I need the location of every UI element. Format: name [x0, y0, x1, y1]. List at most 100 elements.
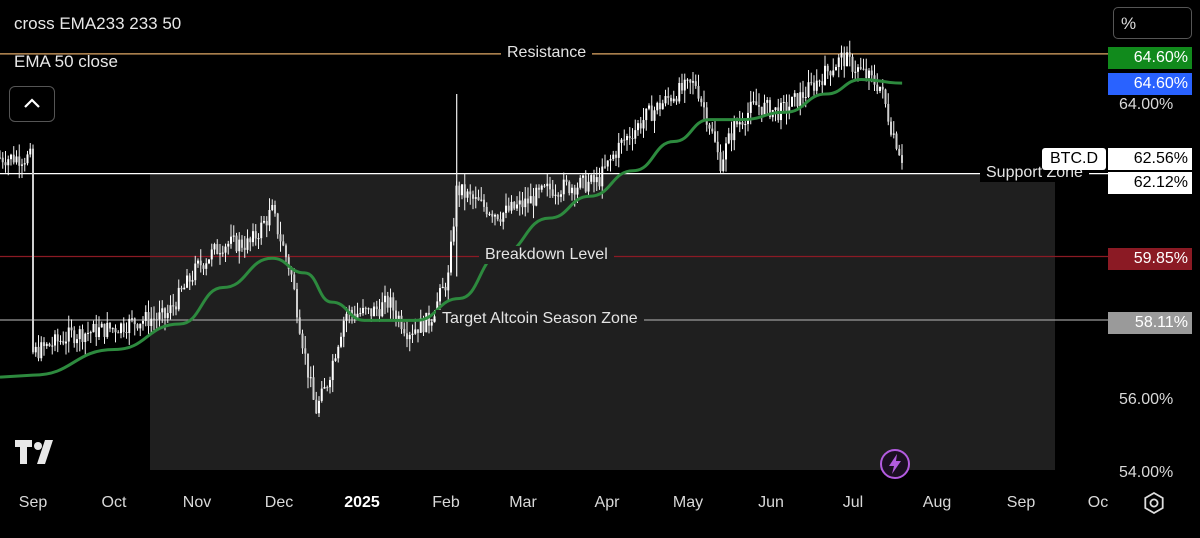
candle [76, 334, 78, 352]
candle [48, 342, 51, 347]
candle [375, 300, 378, 317]
candle [675, 95, 678, 105]
candle [672, 90, 675, 104]
candle [609, 154, 612, 172]
candle [884, 88, 887, 108]
collapse-legend-button[interactable] [9, 86, 55, 122]
candle [697, 74, 700, 102]
price-candles [0, 40, 903, 418]
candle [56, 328, 59, 353]
candle [551, 179, 554, 198]
x-tick-label: Jun [758, 494, 784, 511]
candle [645, 108, 648, 131]
candle [62, 331, 65, 346]
candle [199, 249, 202, 273]
candle [268, 198, 271, 232]
candle [529, 183, 532, 204]
candle [120, 322, 122, 339]
x-tick-label: Oct [101, 494, 127, 511]
candle [584, 170, 587, 194]
candle [637, 119, 639, 136]
candle [210, 243, 213, 267]
candle [169, 295, 172, 320]
candle [384, 285, 386, 315]
candle [568, 180, 571, 196]
candle [395, 300, 397, 327]
candle [670, 94, 672, 107]
candle [191, 270, 194, 286]
candle [246, 229, 249, 254]
candle [340, 332, 342, 349]
candle [854, 60, 857, 81]
candle [802, 80, 804, 108]
candle [738, 110, 741, 133]
candle [648, 103, 650, 111]
candle [818, 79, 821, 87]
candle [744, 120, 747, 136]
candle [892, 121, 895, 139]
candle [81, 324, 84, 350]
candle [755, 88, 758, 106]
candle [175, 301, 177, 316]
candle [821, 73, 824, 96]
indicator-legend-ema50[interactable]: EMA 50 close [14, 52, 118, 71]
candle [153, 306, 155, 331]
candle [686, 78, 689, 89]
candle [450, 230, 452, 276]
candle [125, 322, 128, 339]
candle [186, 268, 188, 289]
indicator-legend-cross-ema[interactable]: cross EMA233 233 50 [14, 14, 182, 33]
candle [579, 175, 582, 190]
candle [216, 239, 219, 255]
candle [37, 335, 40, 362]
level-label-3: Target Altcoin Season Zone [436, 309, 644, 328]
candle [364, 306, 367, 315]
candle [111, 327, 114, 334]
candle [628, 127, 631, 145]
candle [34, 342, 37, 357]
candle [642, 108, 645, 138]
candle [1, 152, 4, 169]
candle [491, 210, 494, 223]
candle [535, 184, 538, 207]
candle [282, 234, 285, 247]
candle [447, 265, 450, 301]
candle [705, 102, 708, 132]
candle [623, 129, 626, 146]
candle [326, 385, 329, 392]
candle [0, 150, 1, 160]
candle [546, 173, 549, 197]
x-tick-label: Dec [264, 494, 294, 511]
candle [100, 321, 103, 328]
settings-gear-icon[interactable] [1143, 492, 1165, 514]
candle [428, 305, 430, 334]
candle [403, 322, 406, 337]
candle [813, 75, 815, 98]
candle [59, 335, 62, 345]
candle [136, 323, 139, 331]
candle [21, 158, 23, 178]
candle [452, 217, 455, 246]
candle [315, 391, 318, 415]
candle [832, 58, 835, 78]
y-tick-label: 54.00% [1119, 464, 1174, 481]
candle [18, 144, 21, 179]
percent-scale-button[interactable]: % [1113, 7, 1192, 39]
candle [65, 331, 67, 355]
candle [202, 263, 205, 276]
x-tick-label: Sep [1006, 494, 1036, 511]
candle [595, 166, 598, 191]
candle [208, 259, 210, 265]
candle [631, 128, 634, 151]
candle [769, 97, 771, 120]
candle [425, 312, 428, 333]
candle [232, 225, 235, 242]
x-tick-label: Nov [182, 494, 212, 511]
candle [538, 184, 540, 199]
lightning-icon[interactable] [879, 448, 911, 480]
candle [172, 293, 175, 316]
candle [708, 122, 711, 135]
candle [301, 329, 304, 354]
candle [260, 215, 263, 245]
